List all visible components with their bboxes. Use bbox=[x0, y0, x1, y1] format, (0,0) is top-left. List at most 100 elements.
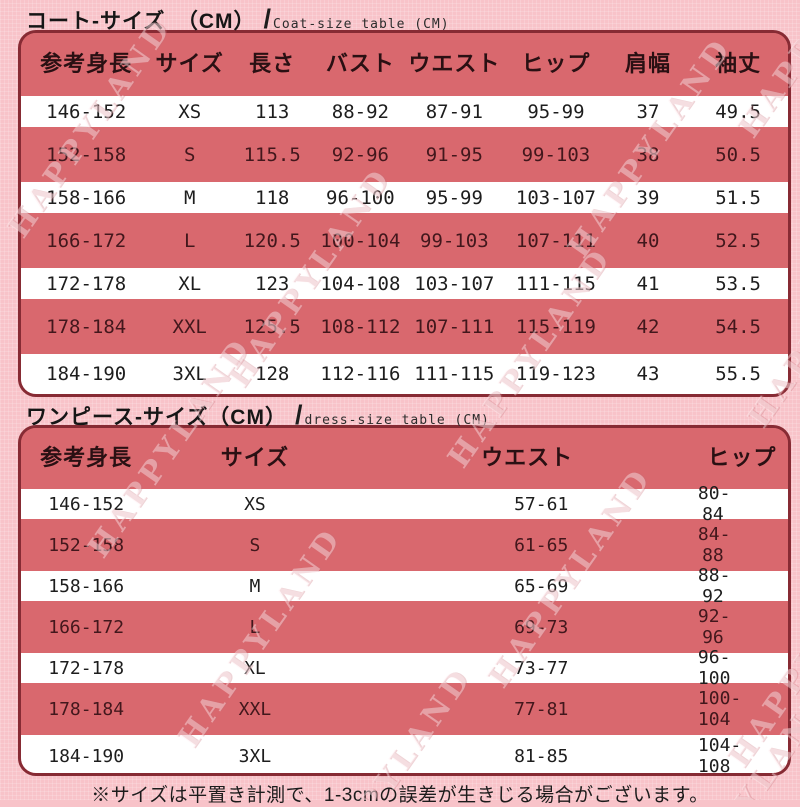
cell-waist: 69-73 bbox=[514, 616, 569, 638]
cell-height-range: 146-152 bbox=[46, 100, 127, 123]
table-row: 158-166 M 65-69 88-92 bbox=[21, 565, 788, 607]
cell-waist: 61-65 bbox=[514, 534, 569, 556]
cell-shoulder-width: 43 bbox=[636, 363, 660, 385]
table-row: 184-190 3XL 81-85 104-108 bbox=[21, 729, 788, 773]
cell-height-range: 184-190 bbox=[48, 745, 125, 767]
column-header: サイズ bbox=[220, 444, 290, 470]
column-header: ヒップ bbox=[521, 50, 591, 76]
column-header: 参考身長 bbox=[40, 444, 133, 470]
cell-sleeve-length: 50.5 bbox=[715, 143, 761, 166]
dress-title-japanese: ワンピース-サイズ（CM） bbox=[26, 406, 287, 429]
coat-size-table: 参考身長 サイズ 長さ バスト ウエスト ヒップ 肩幅 袖丈 146-152 X… bbox=[18, 30, 791, 397]
coat-title-english: Coat-size table (CM) bbox=[273, 17, 450, 32]
column-header: 長さ bbox=[249, 50, 296, 76]
cell-waist: 91-95 bbox=[425, 143, 483, 166]
cell-sleeve-length: 49.5 bbox=[715, 100, 761, 123]
cell-size: XS bbox=[244, 493, 266, 515]
column-header: ウエスト bbox=[408, 50, 501, 76]
table-row: 178-184 XXL 77-81 100-104 bbox=[21, 688, 788, 730]
cell-length: 118 bbox=[255, 186, 290, 209]
cell-waist: 111-115 bbox=[414, 363, 495, 385]
cell-shoulder-width: 38 bbox=[636, 143, 660, 166]
cell-hip: 96-100 bbox=[697, 647, 731, 689]
cell-height-range: 166-172 bbox=[48, 616, 125, 638]
dress-size-table: 参考身長 サイズ ウエスト ヒップ 146-152 XS 57-61 80-84… bbox=[18, 425, 791, 776]
cell-size: XS bbox=[178, 100, 202, 123]
cell-waist: 87-91 bbox=[425, 100, 483, 123]
title-slash-divider: / bbox=[263, 4, 272, 34]
cell-hip: 100-104 bbox=[697, 688, 742, 730]
table-row: 146-152 XS 57-61 80-84 bbox=[21, 483, 788, 525]
cell-waist: 95-99 bbox=[425, 186, 483, 209]
cell-waist: 107-111 bbox=[414, 315, 495, 338]
coat-table-body: 146-152 XS 113 88-92 87-91 95-99 37 49.5… bbox=[21, 90, 788, 394]
cell-size: S bbox=[249, 534, 261, 556]
cell-length: 113 bbox=[255, 100, 290, 123]
dress-table-header-row: 参考身長 サイズ ウエスト ヒップ bbox=[21, 428, 788, 483]
cell-hip: 92-96 bbox=[697, 606, 731, 648]
table-row: 158-166 M 118 96-100 95-99 103-107 39 51… bbox=[21, 176, 788, 219]
dress-table-body: 146-152 XS 57-61 80-84 152-158 S 61-65 8… bbox=[21, 483, 788, 773]
cell-height-range: 178-184 bbox=[48, 698, 125, 720]
cell-bust: 92-96 bbox=[331, 143, 389, 166]
table-row: 184-190 3XL 128 112-116 111-115 119-123 … bbox=[21, 348, 788, 394]
table-row: 166-172 L 120.5 100-104 99-103 107-111 4… bbox=[21, 219, 788, 262]
cell-size: XL bbox=[244, 657, 266, 679]
cell-size: XL bbox=[178, 272, 202, 295]
dress-table-title: ワンピース-サイズ（CM） / dress-size table (CM) bbox=[0, 397, 800, 430]
cell-waist: 77-81 bbox=[514, 698, 569, 720]
cell-hip: 99-103 bbox=[521, 143, 591, 166]
cell-size: 3XL bbox=[238, 745, 272, 767]
cell-height-range: 166-172 bbox=[46, 229, 127, 252]
cell-length: 128 bbox=[255, 363, 290, 385]
cell-sleeve-length: 53.5 bbox=[715, 272, 761, 295]
column-header: 袖丈 bbox=[715, 50, 762, 76]
column-header: 参考身長 bbox=[40, 50, 133, 76]
title-slash-divider: / bbox=[294, 400, 303, 430]
cell-hip: 104-108 bbox=[697, 735, 742, 776]
cell-waist: 81-85 bbox=[514, 745, 569, 767]
cell-height-range: 178-184 bbox=[46, 315, 127, 338]
column-header: 肩幅 bbox=[624, 50, 671, 76]
cell-hip: 111-115 bbox=[515, 272, 596, 295]
cell-waist: 65-69 bbox=[514, 575, 569, 597]
cell-bust: 108-112 bbox=[320, 315, 401, 338]
cell-waist: 103-107 bbox=[414, 272, 495, 295]
cell-hip: 80-84 bbox=[697, 483, 731, 525]
cell-bust: 112-116 bbox=[320, 363, 401, 385]
cell-length: 123 bbox=[255, 272, 290, 295]
cell-height-range: 172-178 bbox=[48, 657, 125, 679]
dress-title-english: dress-size table (CM) bbox=[304, 413, 490, 428]
cell-shoulder-width: 40 bbox=[636, 229, 660, 252]
cell-waist: 57-61 bbox=[514, 493, 569, 515]
table-row: 178-184 XXL 125.5 108-112 107-111 115-11… bbox=[21, 305, 788, 348]
table-row: 152-158 S 61-65 84-88 bbox=[21, 524, 788, 566]
measurement-disclaimer-note: ※サイズは平置き計測で、1-3cmの誤差が生きじる場合がございます。 bbox=[91, 785, 709, 806]
cell-size: S bbox=[183, 143, 196, 166]
cell-size: M bbox=[249, 575, 261, 597]
cell-length: 115.5 bbox=[243, 143, 301, 166]
coat-table-header-row: 参考身長 サイズ 長さ バスト ウエスト ヒップ 肩幅 袖丈 bbox=[21, 33, 788, 90]
cell-shoulder-width: 39 bbox=[636, 186, 660, 209]
column-header: ウエスト bbox=[481, 444, 574, 470]
cell-length: 120.5 bbox=[243, 229, 301, 252]
cell-size: L bbox=[249, 616, 261, 638]
cell-hip: 88-92 bbox=[697, 565, 731, 607]
cell-waist: 73-77 bbox=[514, 657, 569, 679]
cell-size: 3XL bbox=[172, 363, 207, 385]
cell-size: M bbox=[183, 186, 196, 209]
cell-waist: 99-103 bbox=[420, 229, 489, 252]
cell-bust: 88-92 bbox=[331, 100, 389, 123]
cell-sleeve-length: 54.5 bbox=[715, 315, 761, 338]
cell-height-range: 152-158 bbox=[48, 534, 125, 556]
cell-sleeve-length: 55.5 bbox=[715, 363, 761, 385]
cell-size: XXL bbox=[172, 315, 207, 338]
table-row: 172-178 XL 73-77 96-100 bbox=[21, 647, 788, 689]
cell-sleeve-length: 52.5 bbox=[715, 229, 761, 252]
cell-shoulder-width: 37 bbox=[636, 100, 660, 123]
cell-height-range: 184-190 bbox=[46, 363, 127, 385]
cell-bust: 104-108 bbox=[320, 272, 401, 295]
cell-height-range: 172-178 bbox=[46, 272, 127, 295]
cell-height-range: 146-152 bbox=[48, 493, 125, 515]
table-row: 166-172 L 69-73 92-96 bbox=[21, 606, 788, 648]
